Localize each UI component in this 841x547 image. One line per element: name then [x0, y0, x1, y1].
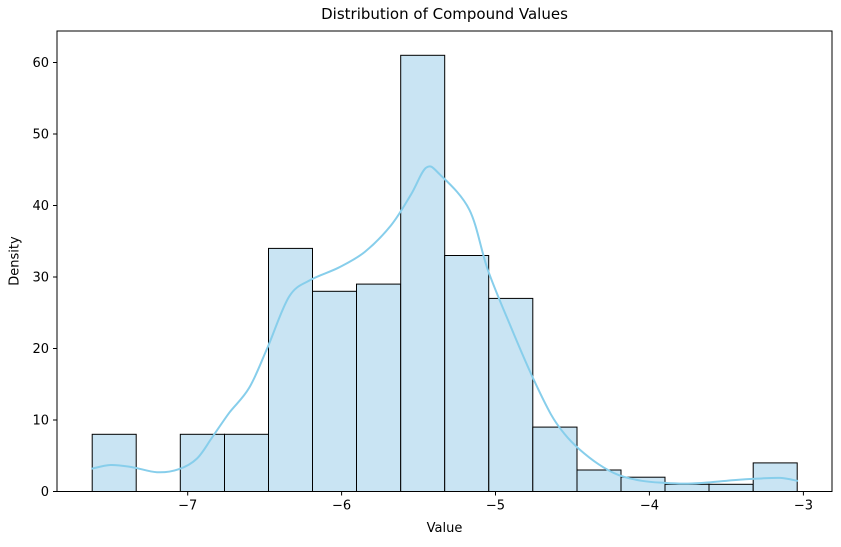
histogram-bar [91, 433, 137, 492]
x-axis-tick-label: −4 [640, 499, 659, 514]
x-axis-tick-label: −6 [332, 499, 351, 514]
y-axis-tick-label: 30 [32, 271, 49, 286]
histogram-bar [224, 433, 269, 492]
y-axis-tick-label: 0 [41, 485, 49, 500]
chart-title: Distribution of Compound Values [321, 5, 568, 23]
histogram-bar [620, 476, 666, 493]
histogram-bar [444, 255, 490, 492]
histogram-bar [179, 433, 226, 492]
y-axis-tick-label: 10 [32, 414, 49, 429]
y-axis-tick-label: 40 [32, 199, 49, 214]
y-axis-tick-label: 20 [32, 342, 49, 357]
histogram-bar [664, 483, 710, 492]
x-axis-label: Value [426, 521, 463, 536]
plot-border [56, 30, 833, 492]
x-axis-tick-label: −7 [178, 499, 197, 514]
histogram-bar [268, 247, 313, 492]
x-axis-tick-label: −5 [486, 499, 505, 514]
x-axis-tick-label: −3 [794, 499, 813, 514]
histogram-bar [488, 297, 534, 492]
histogram-bar [400, 54, 446, 493]
y-axis-tick-label: 50 [32, 128, 49, 143]
y-axis-label: Density [7, 236, 23, 286]
histogram-bar [708, 483, 754, 492]
histogram-bar [356, 283, 402, 492]
y-axis-tick-label: 60 [32, 56, 49, 71]
histogram-bar [312, 290, 357, 492]
kde-curve [91, 165, 799, 485]
histogram-bar [532, 426, 578, 493]
